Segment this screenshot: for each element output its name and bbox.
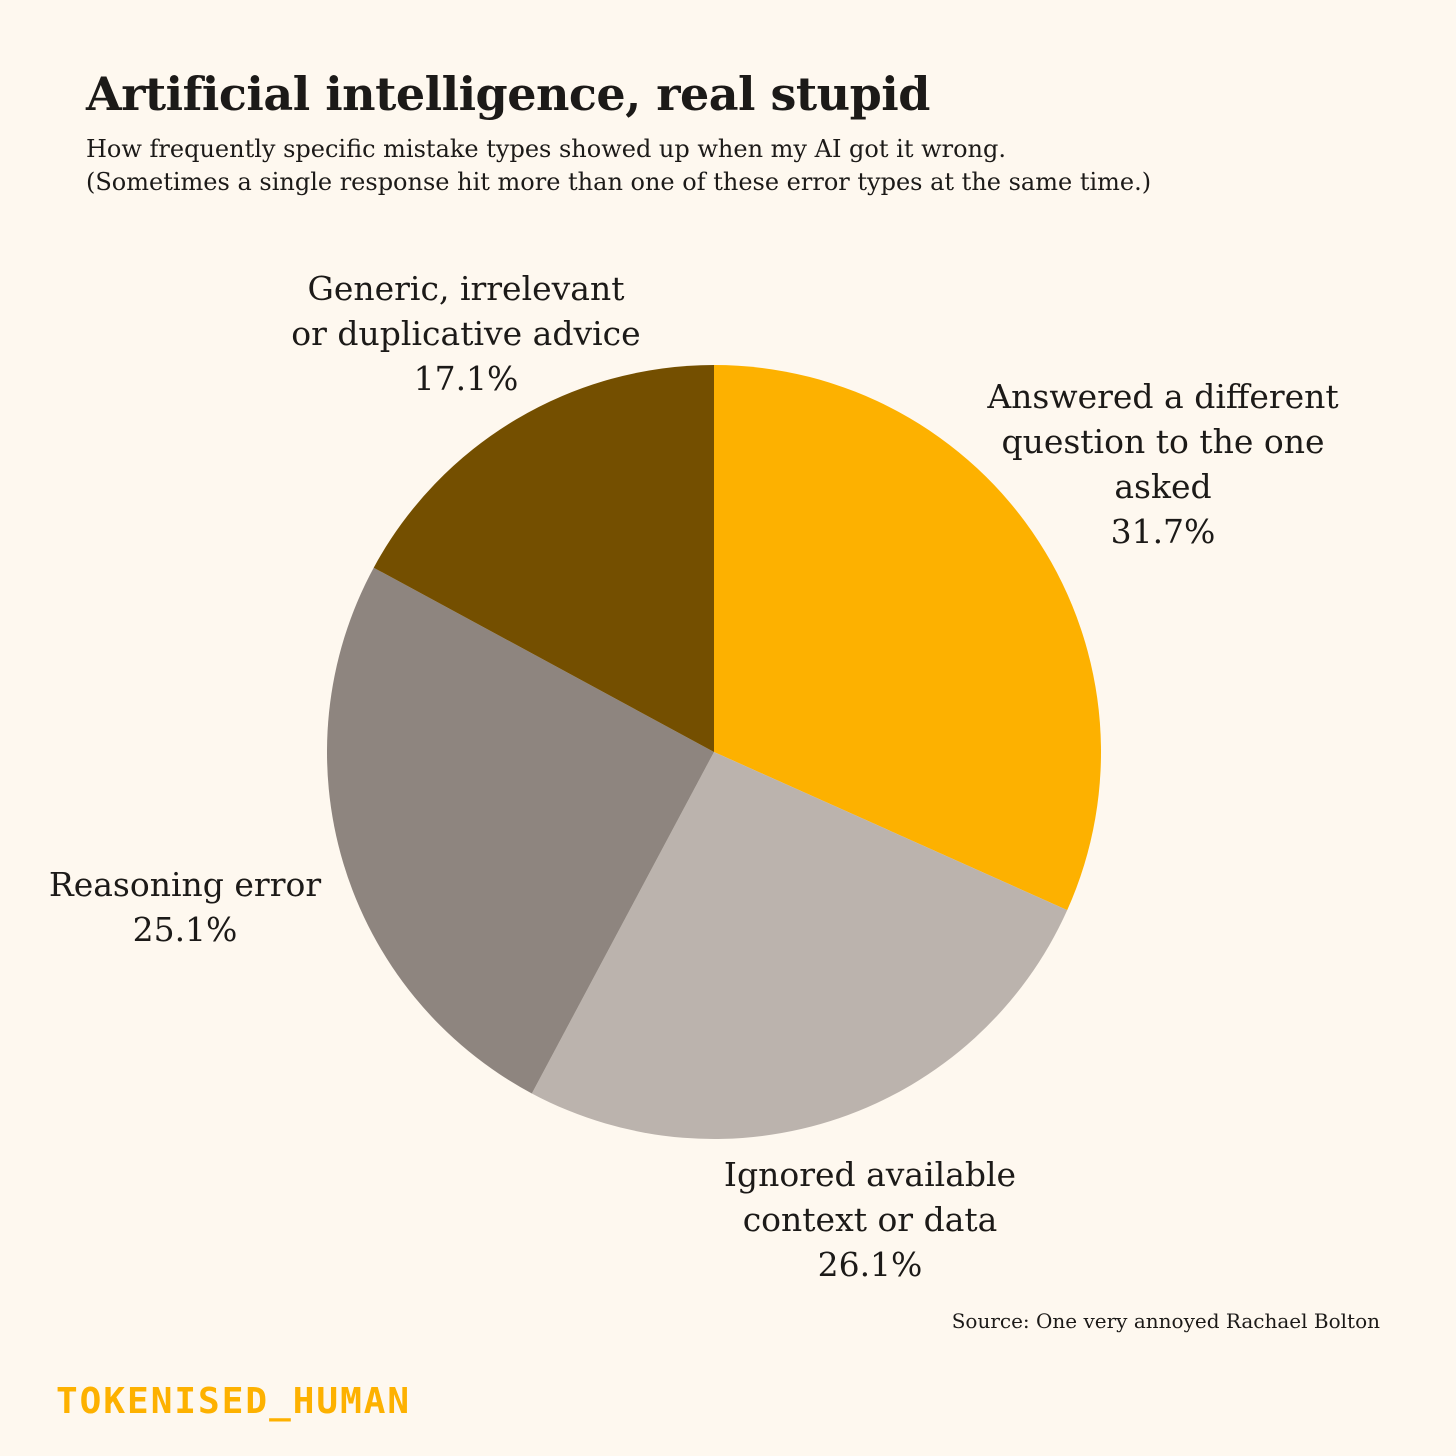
subtitle-line: How frequently specific mistake types sh… (86, 135, 1007, 163)
pie-slice-reasoning-error (326, 567, 714, 1094)
slice-label-line: or duplicative advice (291, 314, 641, 353)
slice-label-line: Ignored available (723, 1155, 1017, 1194)
slice-label-reasoning-error: Reasoning error 25.1% (30, 862, 340, 952)
slice-value-label: 17.1% (413, 359, 519, 398)
pie-slice-ignored-context (531, 752, 1068, 1140)
slice-label-generic-advice: Generic, irrelevant or duplicative advic… (272, 266, 660, 401)
subtitle-line: (Sometimes a single response hit more th… (86, 168, 1152, 196)
brand-wordmark: TOKENISED_HUMAN (56, 1381, 412, 1422)
pie-slice-generic-advice (373, 365, 714, 752)
pie-slice-answered-different-question (714, 365, 1101, 911)
slice-label-line: Answered a different (987, 377, 1339, 416)
slice-label-line: context or data (742, 1200, 998, 1239)
slice-label-line: question to the one (1001, 422, 1325, 461)
slice-value-label: 25.1% (132, 910, 238, 949)
slice-label-ignored-context: Ignored available context or data 26.1% (700, 1152, 1040, 1287)
slice-label-line: Generic, irrelevant (307, 269, 625, 308)
chart-subtitle: How frequently specific mistake types sh… (86, 133, 1151, 199)
slice-label-line: asked (1114, 467, 1212, 506)
slice-value-label: 31.7% (1110, 512, 1216, 551)
slice-label-answered-different-question: Answered a different question to the one… (980, 374, 1346, 554)
chart-title: Artificial intelligence, real stupid (86, 67, 930, 121)
slice-label-line: Reasoning error (48, 865, 322, 904)
slice-value-label: 26.1% (817, 1245, 923, 1284)
source-note: Source: One very annoyed Rachael Bolton (951, 1309, 1380, 1333)
